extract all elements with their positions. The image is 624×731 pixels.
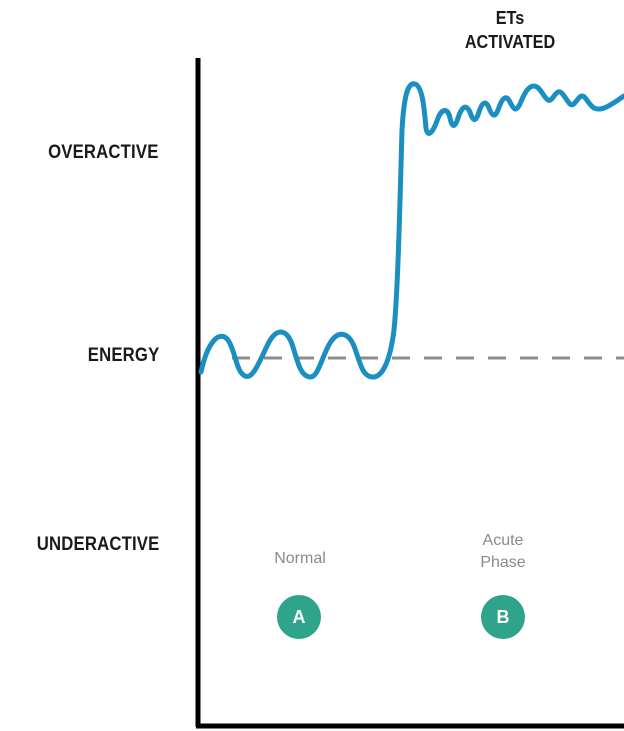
energy-signal-wave: [198, 81, 624, 380]
phase-b-label: Acute Phase: [443, 530, 563, 574]
annotation-line-1: ETs: [495, 8, 525, 28]
annotation-line-2: ACTIVATED: [464, 32, 556, 52]
level-label-energy: ENERGY: [87, 345, 159, 366]
phase-a-label: Normal: [240, 548, 360, 570]
phase-b-label-line-1: Acute: [482, 532, 524, 549]
phase-b-label-line-2: Phase: [480, 554, 526, 571]
level-label-underactive: UNDERACTIVE: [36, 534, 159, 555]
phase-b-badge: B: [481, 595, 525, 639]
phase-a-label-line-1: Normal: [274, 550, 326, 567]
level-label-overactive: OVERACTIVE: [48, 142, 159, 163]
phase-a-badge: A: [277, 595, 321, 639]
ets-activated-annotation: ETs ACTIVATED: [429, 6, 591, 54]
